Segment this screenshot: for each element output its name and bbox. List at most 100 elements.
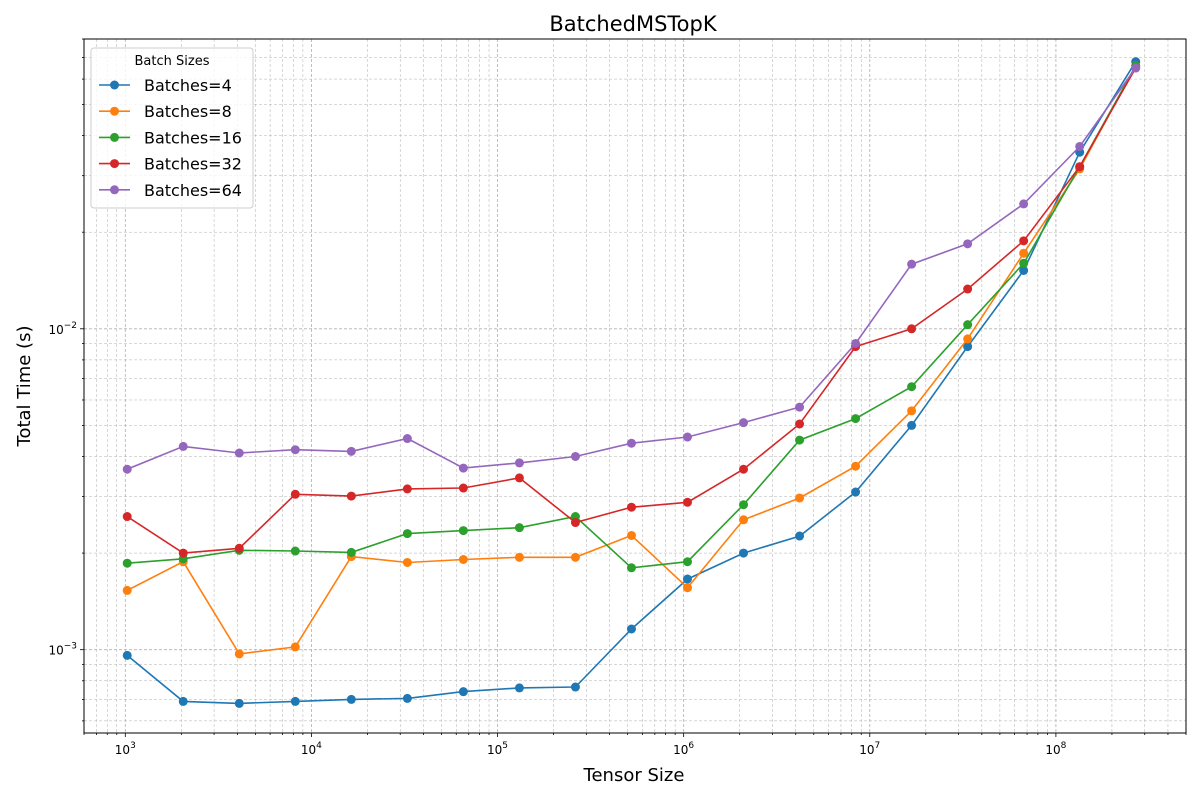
data-point (682, 583, 692, 593)
data-point (234, 543, 244, 553)
legend-swatch-marker (110, 132, 119, 142)
data-point (346, 694, 356, 704)
data-point (682, 557, 692, 567)
data-point (626, 502, 636, 512)
legend-item: Batches=32 (99, 155, 242, 174)
data-point (795, 493, 805, 503)
series-batches-16 (122, 61, 1141, 573)
data-point (458, 555, 468, 565)
data-point (514, 458, 524, 468)
data-point (402, 529, 412, 539)
legend: Batch Sizes Batches=4 Batches=8 Batches=16… (90, 47, 254, 209)
legend-swatch-marker (110, 80, 119, 90)
data-point (290, 546, 300, 556)
data-point (514, 523, 524, 533)
x-tick-label: 105 (487, 741, 508, 757)
data-point (739, 418, 749, 428)
legend-items: Batches=4 Batches=8 Batches=16 Batches=32 Ba… (99, 76, 242, 200)
data-point (290, 642, 300, 652)
data-point (458, 483, 468, 493)
data-point (234, 448, 244, 458)
legend-label: Batches=16 (144, 128, 242, 147)
data-point (122, 512, 132, 522)
data-point (570, 552, 580, 562)
chart-title: BatchedMSTopK (549, 12, 718, 36)
data-point (963, 284, 973, 294)
data-point (1019, 248, 1029, 258)
legend-item: Batches=8 (99, 102, 232, 121)
legend-box (90, 47, 254, 209)
data-point (402, 484, 412, 494)
data-point (458, 687, 468, 697)
data-point (963, 320, 973, 330)
legend-item: Batches=16 (99, 128, 242, 147)
data-point (682, 432, 692, 442)
data-point (1019, 199, 1029, 209)
data-point (682, 574, 692, 584)
data-point (1131, 63, 1141, 73)
data-point (907, 259, 917, 269)
data-point (626, 563, 636, 573)
data-point (346, 547, 356, 557)
data-point (122, 650, 132, 660)
data-point (178, 548, 188, 558)
data-point (234, 698, 244, 708)
data-point (739, 548, 749, 558)
legend-item: Batches=4 (99, 76, 232, 95)
legend-label: Batches=64 (144, 181, 242, 200)
series-batches-4 (122, 57, 1141, 708)
legend-swatch-marker (110, 159, 119, 169)
series-line (126, 61, 1137, 705)
data-point (851, 461, 861, 471)
data-point (851, 487, 861, 497)
data-point (963, 334, 973, 344)
y-tick-label: 10−2 (48, 321, 77, 337)
data-point (795, 531, 805, 541)
data-point (739, 515, 749, 525)
data-point (122, 585, 132, 595)
data-point (963, 342, 973, 352)
data-point (907, 420, 917, 430)
x-tick-label: 106 (673, 741, 694, 757)
x-tick-label: 108 (1045, 741, 1066, 757)
data-point (402, 434, 412, 444)
data-point (458, 463, 468, 473)
data-point (402, 693, 412, 703)
data-point (570, 682, 580, 692)
data-point (290, 696, 300, 706)
y-axis-label: Total Time (s) (14, 326, 35, 448)
x-axis-label: Tensor Size (583, 765, 685, 786)
series-line (126, 67, 1137, 554)
grid (83, 38, 1187, 733)
data-point (907, 324, 917, 334)
data-point (570, 518, 580, 528)
data-point (234, 649, 244, 659)
data-point (178, 696, 188, 706)
data-point (122, 464, 132, 474)
data-point (1075, 162, 1085, 172)
data-point (626, 624, 636, 634)
series-layer (122, 57, 1141, 708)
data-point (626, 530, 636, 540)
legend-title: Batch Sizes (135, 54, 210, 69)
data-point (514, 552, 524, 562)
data-point (1075, 141, 1085, 151)
x-tick-label: 104 (301, 741, 322, 757)
data-point (682, 497, 692, 507)
legend-swatch-marker (110, 106, 119, 116)
data-point (1019, 236, 1029, 246)
data-point (907, 382, 917, 392)
plot-frame (83, 38, 1187, 734)
x-ticks: 103 104 105 106 107 108 (83, 733, 1187, 757)
legend-label: Batches=4 (144, 76, 232, 95)
data-point (178, 441, 188, 451)
data-point (739, 500, 749, 510)
series-batches-8 (122, 61, 1141, 659)
series-line (126, 67, 1137, 470)
data-point (795, 419, 805, 429)
data-point (570, 451, 580, 461)
data-point (346, 491, 356, 501)
legend-item: Batches=64 (99, 181, 242, 200)
